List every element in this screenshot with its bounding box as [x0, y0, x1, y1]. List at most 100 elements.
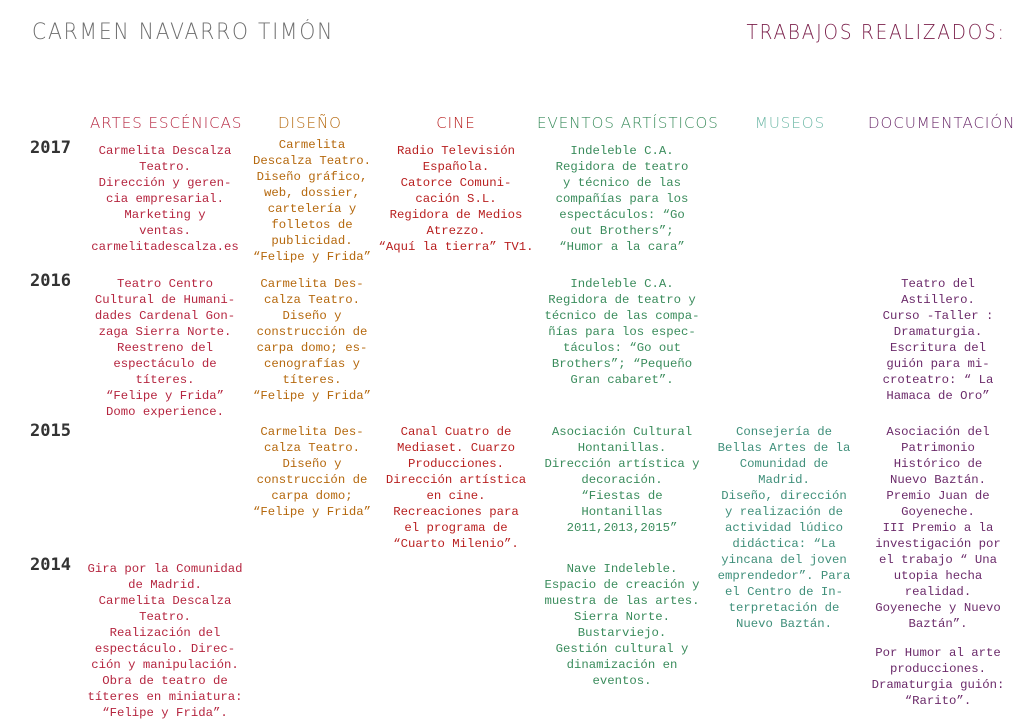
entry-line: Carmelita — [278, 138, 346, 152]
entry-line: folletos de — [271, 218, 353, 232]
entry-documentacion-2016: Teatro del Astillero. Curso -Taller : Drama… — [862, 276, 1014, 404]
entry-line: carpa domo; es- — [256, 341, 368, 355]
entry-line: out Brothers”; — [570, 224, 674, 238]
entry-line: Hamaca de Oro” — [886, 389, 990, 403]
year-label-2014: 2014 — [30, 555, 71, 575]
entry-line: publicidad. — [271, 234, 353, 248]
entry-line: Carmelita Des- — [260, 425, 364, 439]
column-header-documentacion: DOCUMENTACIÓN — [868, 114, 1016, 132]
entry-line: Espacio de creación y — [544, 578, 700, 592]
entry-line: compañías para los — [555, 192, 689, 206]
entry-line: Carmelita Des- — [260, 277, 364, 291]
entry-line: cación S.L. — [415, 192, 497, 206]
entry-line: Consejería de — [736, 425, 832, 439]
entry-line: y técnico de las — [562, 176, 682, 190]
entry-line: Nuevo Baztán. — [736, 617, 832, 631]
entry-line: carpa domo; — [271, 489, 353, 503]
entry-eventos-2016: Indeleble C.A. Regidora de teatro y técnic… — [534, 276, 710, 388]
entry-line: realidad. — [904, 585, 972, 599]
entry-line: Dramaturgia guión: — [871, 678, 1005, 692]
entry-line: en cine. — [426, 489, 486, 503]
entry-line: Astillero. — [901, 293, 975, 307]
entry-line: Mediaset. Cuarzo — [396, 441, 516, 455]
entry-line: Gestión cultural y — [555, 642, 689, 656]
entry-line: Teatro. — [139, 160, 191, 174]
entry-line: didáctica: “La — [732, 537, 836, 551]
entry-line: espectáculo de — [113, 357, 217, 371]
entry-line: Diseño y — [282, 309, 342, 323]
entry-line: yincana del joven — [721, 553, 847, 567]
entry-line: “Felipe y Frida” — [105, 389, 225, 403]
entry-line: “Cuarto Milenio”. — [393, 537, 519, 551]
entry-line: Nuevo Baztán. — [890, 473, 986, 487]
entry-line: Patrimonio — [901, 441, 975, 455]
entry-line: Nave Indeleble. — [566, 562, 678, 576]
entry-line: Catorce Comuni- — [400, 176, 512, 190]
year-label-2017: 2017 — [30, 138, 71, 158]
entry-line: títeres en miniatura: — [87, 690, 243, 704]
entry-line: Hontanillas. — [577, 441, 667, 455]
entry-line: emprendedor”. Para — [717, 569, 851, 583]
entry-line: Carmelita Descalza — [98, 144, 232, 158]
entry-line: Asociación del — [886, 425, 990, 439]
entry-line: dinamización en — [566, 658, 678, 672]
entry-artes-2017: Carmelita Descalza Teatro. Dirección y ger… — [82, 143, 248, 255]
entry-line: Goyeneche. — [901, 505, 975, 519]
entry-line: Regidora de Medios — [389, 208, 523, 222]
entry-line: Teatro del — [901, 277, 975, 291]
entry-line: Reestreno del — [117, 341, 213, 355]
entry-line: web, dossier, — [264, 186, 360, 200]
entry-line: utopia hecha — [893, 569, 983, 583]
entry-line: actividad lúdico — [724, 521, 844, 535]
entry-line: investigación por — [875, 537, 1001, 551]
entry-line: Indeleble C.A. — [570, 144, 674, 158]
entry-line: Recreaciones para — [393, 505, 519, 519]
column-header-cine: CINE — [436, 114, 476, 132]
entry-line: decoración. — [581, 473, 663, 487]
entry-line: Dirección y geren- — [98, 176, 232, 190]
entry-eventos-2017: Indeleble C.A. Regidora de teatro y técnic… — [534, 143, 710, 255]
column-header-diseno: DISEÑO — [277, 114, 342, 132]
entry-line: Realización del — [109, 626, 221, 640]
entry-line: Marketing y — [124, 208, 206, 222]
entry-line: calza Teatro. — [264, 293, 360, 307]
entry-line: dades Cardenal Gon- — [94, 309, 236, 323]
entry-line: de Madrid. — [128, 578, 202, 592]
entry-line: Descalza Teatro. — [252, 154, 372, 168]
entry-line: Bustarviejo. — [577, 626, 667, 640]
entry-line: III Premio a la — [882, 521, 994, 535]
entry-line: Dirección artística — [385, 473, 527, 487]
entry-line: espectáculo. Direc- — [94, 642, 236, 656]
entry-line: Gran cabaret”. — [570, 373, 674, 387]
entry-diseno-2016: Carmelita Des-calza Teatro. Diseño y const… — [244, 276, 380, 404]
entry-line: el Centro de In- — [724, 585, 844, 599]
entry-line: Teatro. — [139, 610, 191, 624]
entry-line: técnico de las compa- — [544, 309, 700, 323]
entry-line: Bellas Artes de la — [717, 441, 851, 455]
entry-line: Regidora de teatro y — [548, 293, 696, 307]
entry-line: títeres. — [282, 373, 342, 387]
entry-diseno-2015: Carmelita Des-calza Teatro. Diseño y const… — [244, 424, 380, 520]
section-title: TRABAJOS REALIZADOS: — [746, 20, 1006, 44]
entry-line: Carmelita Descalza — [98, 594, 232, 608]
entry-line: Histórico de — [893, 457, 983, 471]
entry-line: y realización de — [724, 505, 844, 519]
entry-line: ñías para los espec- — [548, 325, 696, 339]
entry-line: Radio Televisión — [396, 144, 516, 158]
entry-line: cartelería y — [267, 202, 357, 216]
entry-line: espectáculos: “Go — [559, 208, 685, 222]
entry-eventos-2014: Nave Indeleble. Espacio de creación y mues… — [534, 561, 710, 689]
entry-line: Madrid. — [758, 473, 810, 487]
entry-line: Canal Cuatro de — [400, 425, 512, 439]
entry-line: Premio Juan de — [886, 489, 990, 503]
column-header-artes-escenicas: ARTES ESCÉNICAS — [90, 114, 243, 132]
entry-line: Diseño y — [282, 457, 342, 471]
column-header-museos: MUSEOS — [754, 114, 826, 132]
column-header-eventos-artisticos: EVENTOS ARTÍSTICOS — [537, 114, 719, 132]
entry-line: Regidora de teatro — [555, 160, 689, 174]
entry-line: títeres. — [135, 373, 195, 387]
entry-line: el trabajo “ Una — [878, 553, 998, 567]
entry-line: construcción de — [256, 473, 368, 487]
entry-line: Cultural de Humani- — [94, 293, 236, 307]
entry-line: Baztán”. — [908, 617, 968, 631]
